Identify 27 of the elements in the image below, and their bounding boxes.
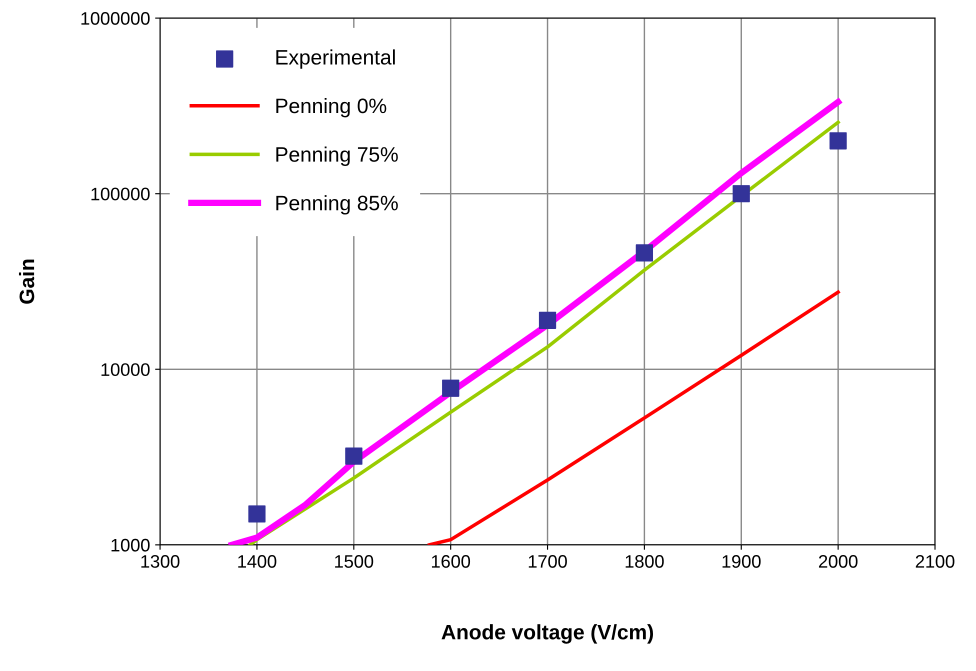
y-axis-title: Gain bbox=[18, 260, 34, 304]
legend-label: Penning 75% bbox=[276, 146, 398, 166]
legend-label: Experimental bbox=[276, 49, 395, 69]
x-tick-label: 1400 bbox=[238, 555, 276, 568]
x-tick-label: 1300 bbox=[141, 555, 180, 568]
legend-label: Penning 85% bbox=[276, 195, 398, 215]
y-tick-label: 10000 bbox=[102, 363, 150, 376]
point bbox=[732, 185, 750, 202]
point bbox=[636, 244, 654, 262]
point bbox=[248, 505, 266, 523]
y-tick-label: 100000 bbox=[91, 188, 150, 200]
x-tick-label: 1700 bbox=[528, 555, 567, 568]
point bbox=[345, 448, 362, 465]
y-tick-label: 1000000 bbox=[81, 12, 150, 25]
point bbox=[442, 380, 460, 397]
x-tick-label: 1500 bbox=[335, 555, 374, 568]
point bbox=[830, 132, 847, 150]
x-tick-label: 2100 bbox=[916, 555, 954, 568]
x-tick-label: 2000 bbox=[818, 555, 858, 568]
x-tick-label: 1800 bbox=[626, 555, 664, 568]
legend-label: Penning 0% bbox=[276, 98, 386, 118]
x-axis-title: Anode voltage (V/cm) bbox=[442, 624, 654, 644]
y-tick-label: 1000 bbox=[112, 538, 150, 552]
line-series bbox=[428, 290, 840, 545]
point bbox=[538, 312, 556, 329]
x-tick-label: 1600 bbox=[432, 555, 470, 568]
x-tick-label: 1900 bbox=[722, 555, 761, 568]
